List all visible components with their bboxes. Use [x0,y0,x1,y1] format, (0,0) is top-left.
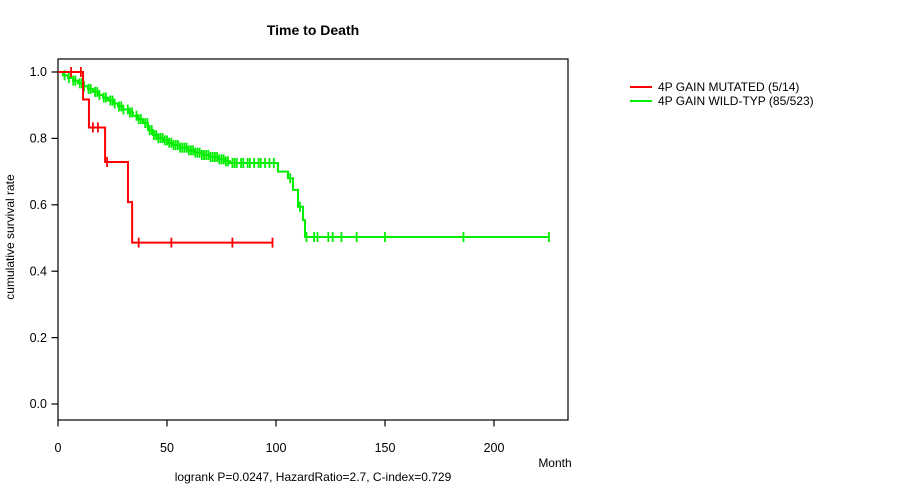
x-axis-label: Month [538,456,572,470]
y-tick-label: 0.2 [30,331,47,345]
km-curve-mutated [58,71,273,244]
legend-label-wildtype: 4P GAIN WILD-TYP (85/523) [658,94,814,108]
legend-item-mutated: 4P GAIN MUTATED (5/14) [630,80,814,94]
y-tick-label: 1.0 [30,65,47,79]
x-tick-label: 200 [484,441,505,455]
legend-swatch-mutated-line [630,86,652,88]
legend-swatch-wildtype-line [630,100,652,102]
legend: 4P GAIN MUTATED (5/14) 4P GAIN WILD-TYP … [630,80,814,108]
chart-title: Time to Death [266,22,360,38]
footer-stats: logrank P=0.0247, HazardRatio=2.7, C-ind… [174,470,452,484]
y-tick-label: 0.6 [30,198,47,212]
x-tick-label: 150 [375,441,396,455]
y-tick-label: 0.4 [30,264,47,278]
x-tick-label: 50 [160,441,174,455]
y-axis-label: cumulative survival rate [3,174,17,300]
x-tick-label: 0 [55,441,62,455]
y-tick-label: 0.0 [30,397,47,411]
x-tick-label: 100 [266,441,287,455]
plot-box [57,58,569,421]
legend-item-wildtype: 4P GAIN WILD-TYP (85/523) [630,94,814,108]
legend-label-mutated: 4P GAIN MUTATED (5/14) [658,80,800,94]
y-tick-label: 0.8 [30,132,47,146]
